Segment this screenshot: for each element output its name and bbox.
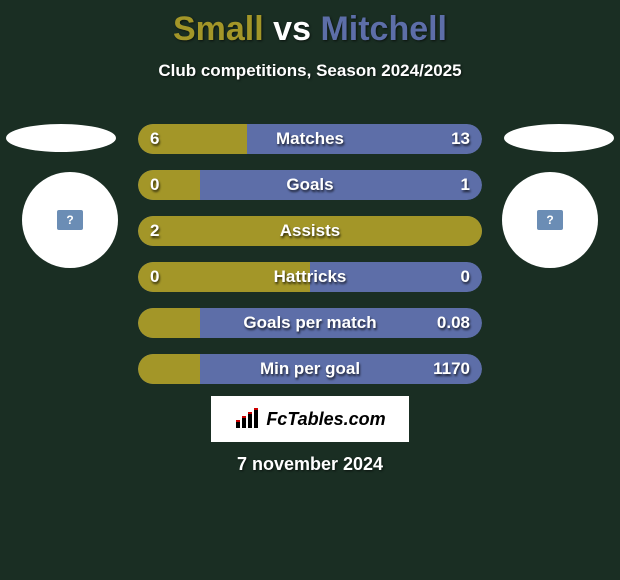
stat-label: Matches [138,124,482,154]
placeholder-icon [537,210,563,230]
stat-label: Min per goal [138,354,482,384]
subtitle: Club competitions, Season 2024/2025 [0,61,620,81]
fctables-logo-icon [234,408,260,430]
stat-row: 1170Min per goal [138,354,482,384]
title-left: Small [173,10,264,48]
stat-row: 613Matches [138,124,482,154]
stat-row: 01Goals [138,170,482,200]
brand-text: FcTables.com [266,409,385,430]
stats-container: 613Matches 01Goals 2Assists 00Hattricks 0.08… [138,124,482,400]
stat-label: Goals per match [138,308,482,338]
stat-row: 00Hattricks [138,262,482,292]
page-title: Small vs Mitchell [0,0,620,49]
title-vs: vs [273,10,311,48]
stat-row: 2Assists [138,216,482,246]
avatar-right-ellipse [504,124,614,152]
placeholder-icon [57,210,83,230]
stat-row: 0.08Goals per match [138,308,482,338]
title-right: Mitchell [320,10,447,48]
stat-label: Goals [138,170,482,200]
avatar-left-ellipse [6,124,116,152]
club-badge-left [22,172,118,268]
stat-label: Hattricks [138,262,482,292]
club-badge-right [502,172,598,268]
brand-badge: FcTables.com [211,396,409,442]
date-label: 7 november 2024 [0,454,620,475]
stat-label: Assists [138,216,482,246]
